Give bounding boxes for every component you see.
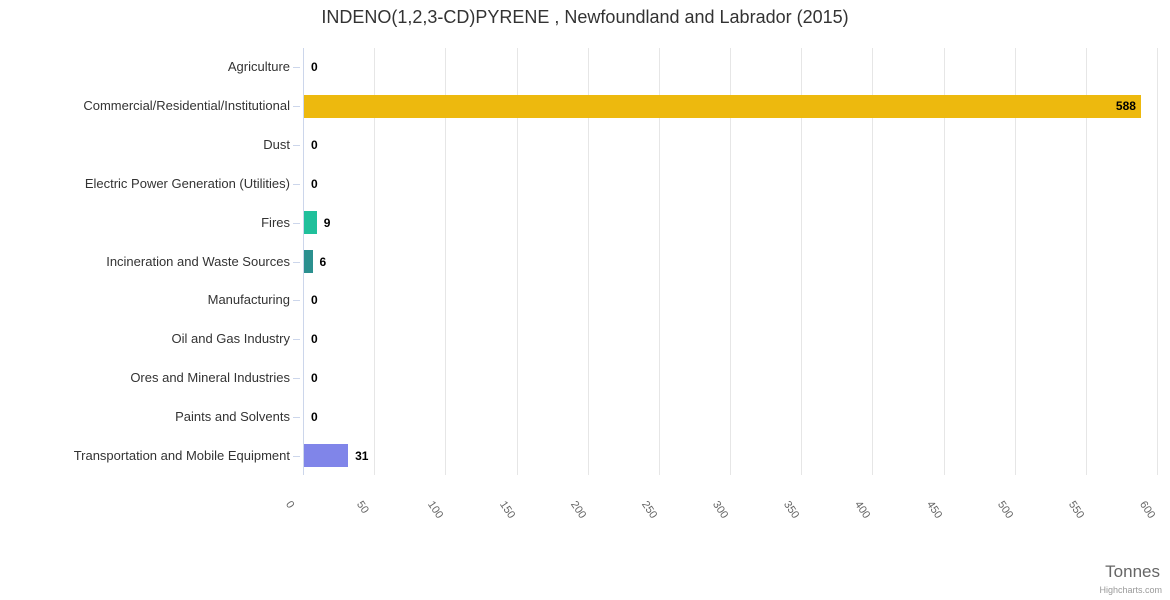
category-tick-mark [293, 377, 300, 379]
category-tick-mark [293, 222, 300, 224]
category-label: Incineration and Waste Sources [106, 253, 290, 269]
category-tick-mark [293, 106, 300, 108]
category-label: Agriculture [227, 59, 290, 75]
category-label: Commercial/Residential/Institutional [83, 98, 290, 114]
gridline [516, 48, 518, 475]
category-label: Electric Power Generation (Utilities) [84, 175, 290, 191]
bar-fires[interactable] [304, 211, 317, 235]
gridline [872, 48, 874, 475]
x-tick-label: 600 [1137, 499, 1158, 521]
category-label: Fires [261, 214, 290, 230]
gridline [374, 48, 376, 475]
data-label: 31 [355, 448, 369, 463]
bar-transportation-and-mobile-equipment[interactable] [304, 444, 349, 468]
category-tick-mark [293, 261, 300, 263]
data-label: 0 [311, 370, 318, 385]
category-tick-mark [293, 145, 300, 147]
category-tick-mark [293, 300, 300, 302]
highcharts-credit-link[interactable]: Highcharts.com [1099, 585, 1162, 595]
x-tick-label: 50 [354, 499, 372, 516]
x-tick-label: 0 [283, 499, 297, 511]
data-label: 0 [311, 332, 318, 347]
gridline [1157, 48, 1158, 475]
plot-area: 0 588 0 0 9 6 0 0 0 0 31 0 50 100 150 200 250 300 350 400 45… [283, 48, 1158, 521]
gridline [730, 48, 731, 475]
category-tick-mark [293, 455, 300, 457]
gridline [943, 48, 945, 475]
x-tick-label: 100 [425, 499, 446, 521]
x-tick-label: 450 [923, 499, 944, 521]
x-tick-label: 550 [1065, 499, 1087, 521]
data-label: 0 [311, 409, 318, 424]
category-tick-mark [293, 183, 300, 185]
x-tick-label: 250 [638, 499, 660, 521]
x-tick-label: 300 [710, 499, 731, 521]
gridline [1085, 48, 1087, 475]
category-label: Oil and Gas Industry [171, 331, 291, 347]
chart-title: INDENO(1,2,3-CD)PYRENE , Newfoundland an… [321, 7, 849, 27]
data-label: 588 [1115, 99, 1136, 114]
data-label: 0 [311, 60, 318, 75]
gridline [1014, 48, 1016, 475]
bar-incineration-and-waste-sources[interactable] [304, 250, 313, 273]
x-tick-label: 150 [496, 499, 517, 521]
gridline [801, 48, 803, 475]
x-axis-title: Tonnes [1105, 562, 1160, 581]
x-tick-label: 200 [567, 499, 588, 521]
category-tick-mark [293, 416, 300, 418]
category-tick-mark [293, 339, 300, 341]
data-label: 0 [311, 293, 318, 308]
data-label: 0 [311, 176, 318, 191]
data-label: 6 [319, 254, 327, 269]
gridline [658, 48, 660, 475]
x-tick-label: 350 [781, 499, 802, 521]
bar-commercial-residential-institutional[interactable] [304, 94, 1141, 118]
data-label: 9 [323, 215, 331, 230]
category-label: Transportation and Mobile Equipment [73, 447, 290, 463]
category-label: Ores and Mineral Industries [130, 369, 290, 385]
x-tick-label: 400 [852, 499, 873, 521]
category-label: Paints and Solvents [175, 408, 290, 424]
category-label: Manufacturing [207, 292, 290, 308]
category-tick-mark [293, 67, 300, 69]
gridline [445, 48, 447, 475]
data-label: 0 [311, 138, 318, 153]
gridline [587, 48, 589, 475]
category-label: Dust [263, 137, 290, 153]
x-tick-label: 500 [994, 499, 1015, 521]
